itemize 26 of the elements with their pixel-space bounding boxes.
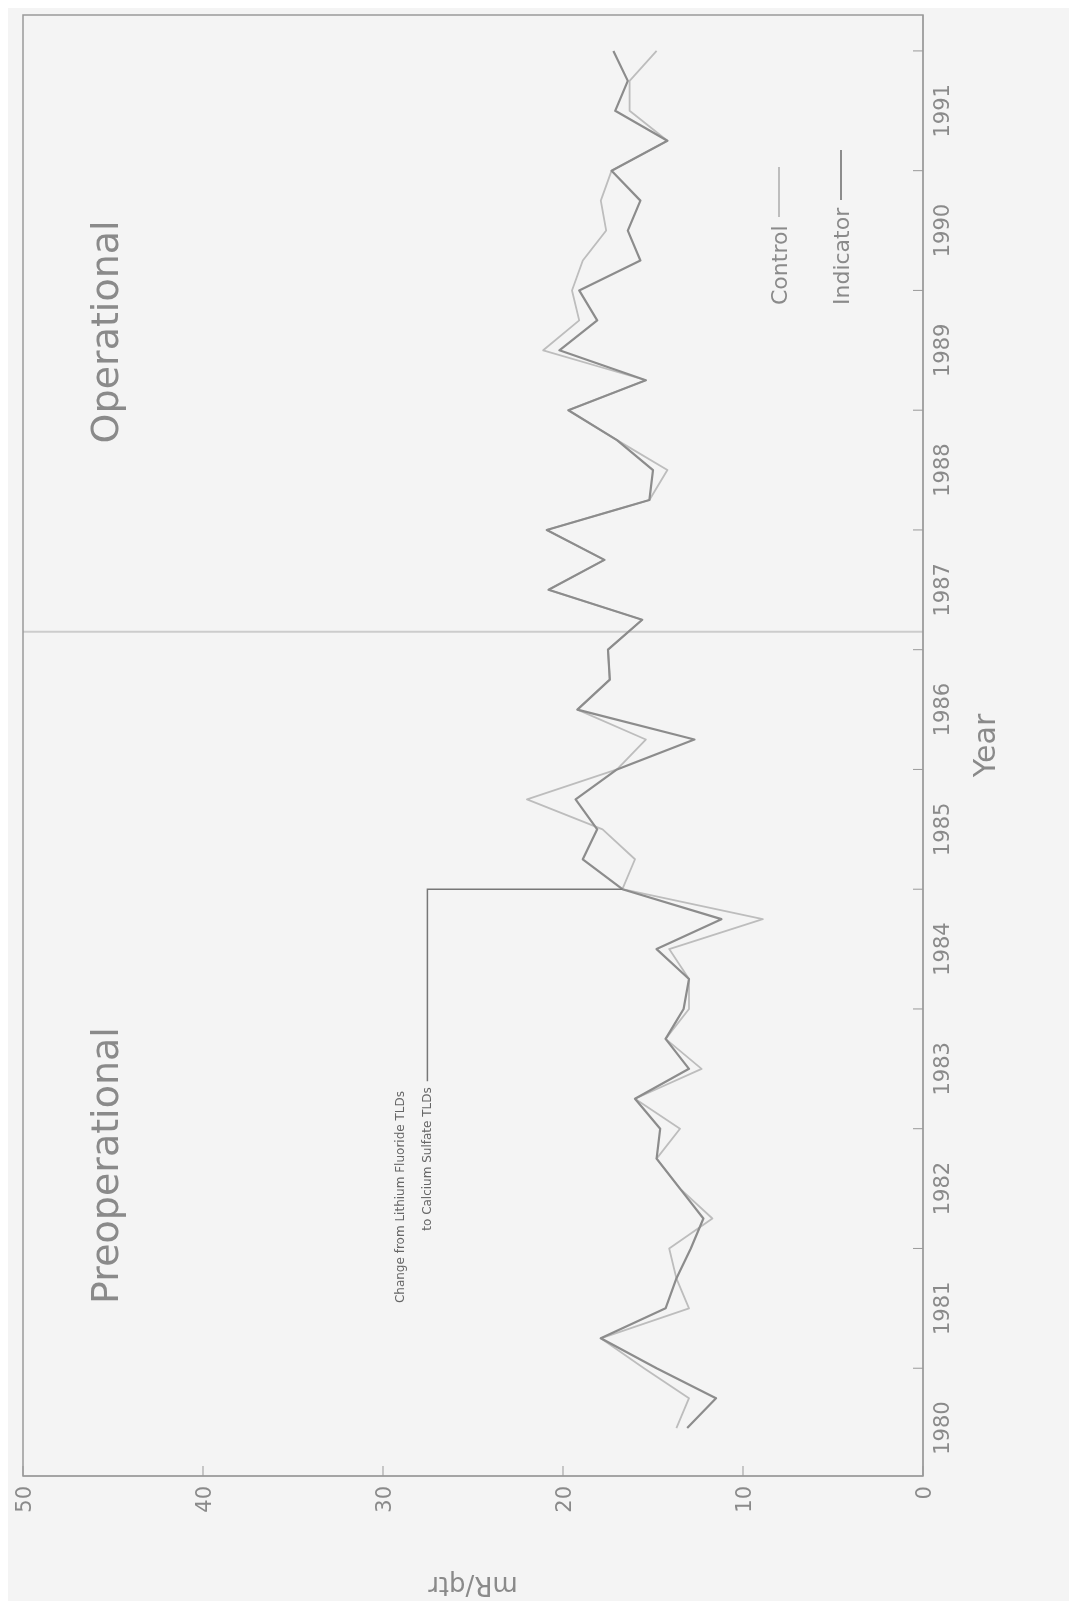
annotation: Preoperational bbox=[83, 1027, 127, 1304]
y-tick-label: 1981 bbox=[930, 1281, 954, 1336]
y-tick-label: 1984 bbox=[930, 922, 954, 976]
y-tick-label: 1980 bbox=[930, 1401, 954, 1455]
y-axis-title: Year bbox=[967, 713, 1002, 779]
y-tick-label: 1985 bbox=[930, 802, 954, 857]
y-tick-label: 1991 bbox=[930, 84, 954, 138]
x-axis-title: mR/qtr bbox=[427, 1570, 518, 1601]
x-tick-label: 10 bbox=[732, 1486, 756, 1513]
x-tick-label: 30 bbox=[372, 1486, 396, 1513]
annotation: Change from Lithium Fluoride TLDs to Calcium Sulfate TLDs bbox=[393, 1087, 435, 1304]
y-tick-label: 1986 bbox=[930, 682, 954, 737]
legend-label: Indicator bbox=[828, 207, 854, 305]
y-tick-label: 1988 bbox=[930, 443, 954, 497]
x-tick-label: 0 bbox=[912, 1486, 936, 1500]
annotation: Operational bbox=[83, 220, 127, 444]
y-tick-label: 1983 bbox=[930, 1042, 954, 1096]
x-tick-label: 40 bbox=[192, 1486, 216, 1513]
y-tick-label: 1989 bbox=[930, 323, 954, 378]
x-tick-label: 50 bbox=[12, 1486, 36, 1513]
y-tick-label: 1982 bbox=[930, 1161, 954, 1216]
x-tick-label: 20 bbox=[552, 1486, 576, 1513]
legend-label: Control bbox=[766, 225, 792, 305]
y-tick-label: 1987 bbox=[930, 563, 954, 617]
line-series bbox=[545, 49, 723, 1430]
y-tick-label: 1990 bbox=[930, 203, 954, 258]
